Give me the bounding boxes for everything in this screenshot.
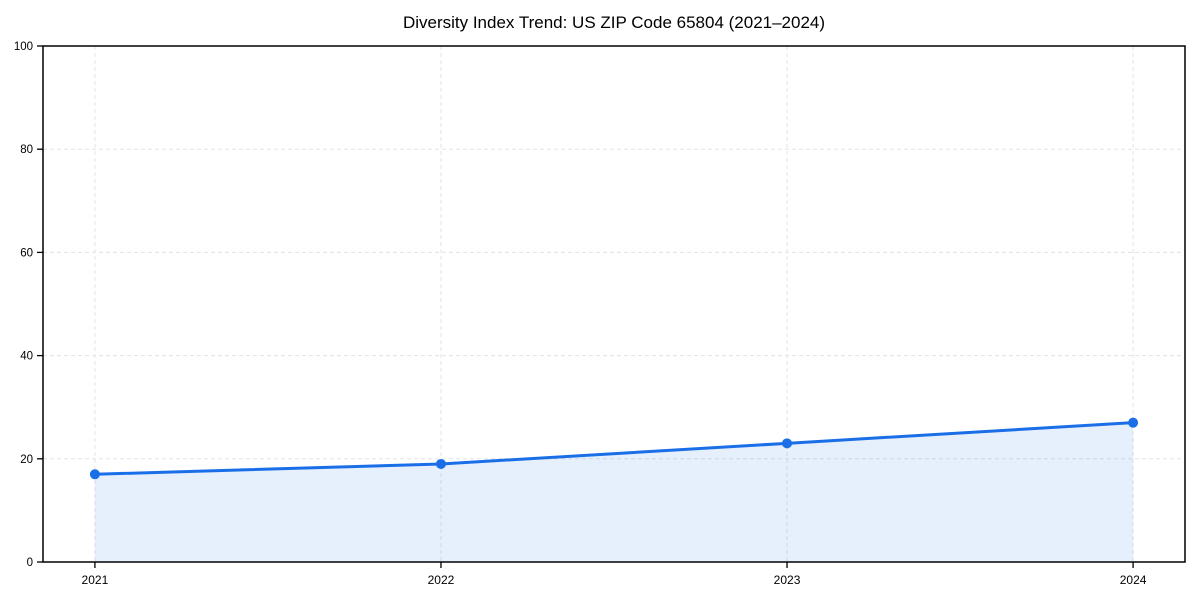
y-tick-label: 60 xyxy=(20,247,33,259)
x-tick-label: 2021 xyxy=(82,573,109,587)
area-fill xyxy=(94,422,1134,562)
x-tick-label: 2023 xyxy=(774,573,801,587)
x-tick-label: 2022 xyxy=(428,573,455,587)
y-tick-label: 80 xyxy=(20,144,33,156)
y-tick-label: 40 xyxy=(20,351,33,363)
x-tick-label: 2024 xyxy=(1120,573,1147,587)
y-tick-label: 100 xyxy=(14,41,33,53)
plot-spines xyxy=(42,45,1186,563)
trend-line xyxy=(93,421,1135,476)
data-point-2024 xyxy=(1128,417,1139,428)
chart-title: Diversity Index Trend: US ZIP Code 65804… xyxy=(402,13,826,32)
data-point-2021 xyxy=(89,469,100,480)
y-tick-label: 20 xyxy=(20,454,33,466)
y-tick-label: 0 xyxy=(27,557,33,569)
data-point-2023 xyxy=(782,438,793,449)
data-point-2022 xyxy=(435,458,446,469)
